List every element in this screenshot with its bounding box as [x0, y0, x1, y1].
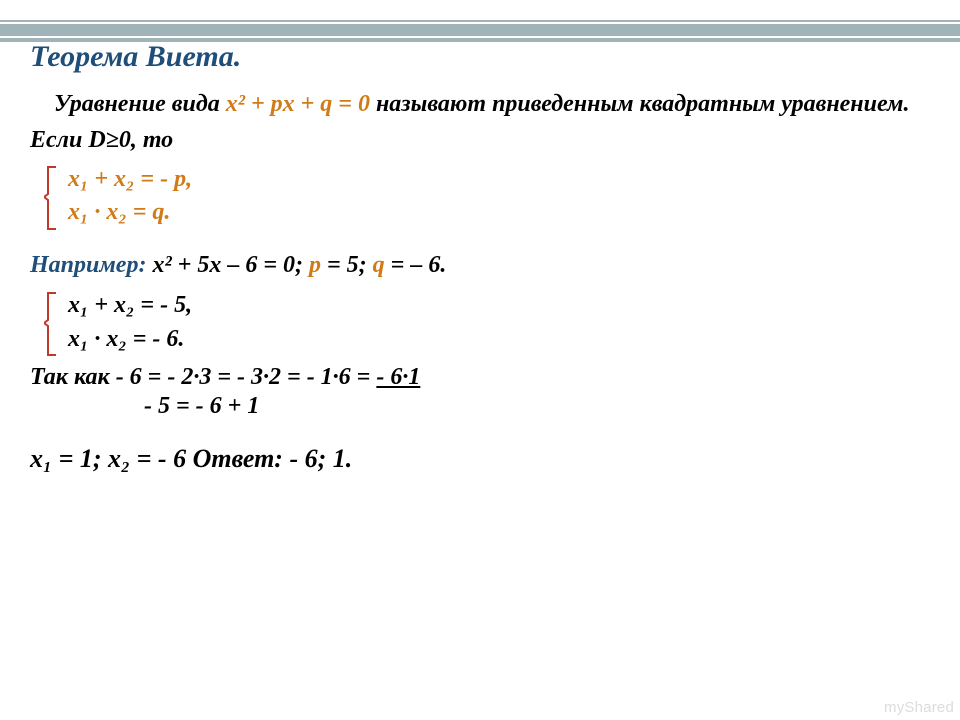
- band-stripe: [0, 20, 960, 22]
- bracket-icon: [44, 165, 58, 233]
- band-stripe: [0, 24, 960, 36]
- p-value: = 5;: [321, 252, 373, 278]
- factor-prefix: Так как: [30, 364, 116, 390]
- watermark: myShared: [884, 699, 954, 716]
- vieta-system: x₁ + x₂ = - p, x₁ · x₂ = q.: [30, 163, 930, 230]
- p-label: p: [309, 252, 321, 278]
- q-value: = – 6.: [385, 252, 447, 278]
- example-line: Например: x² + 5x – 6 = 0; p = 5; q = – …: [30, 252, 930, 279]
- content-area: Теорема Виета. Уравнение вида x² + px + …: [30, 40, 930, 474]
- intro-prefix: Уравнение вида: [54, 91, 226, 117]
- bracket-icon: [44, 291, 58, 359]
- factor-answer: - 6·1: [376, 364, 420, 390]
- intro-paragraph: Уравнение вида x² + px + q = 0 называют …: [30, 88, 930, 120]
- decorative-band: [0, 20, 960, 42]
- factor-body: - 6 = - 2·3 = - 3·2 = - 1·6 =: [116, 364, 377, 390]
- answer-line: x₁ = 1; x₂ = - 6 Ответ: - 6; 1.: [30, 444, 930, 474]
- factorization-line-1: Так как - 6 = - 2·3 = - 3·2 = - 1·6 = - …: [30, 364, 930, 391]
- roots: x₁ = 1; x₂ = - 6: [30, 444, 193, 473]
- vieta-product: x₁ · x₂ = q.: [68, 196, 930, 230]
- vieta-sum: x₁ + x₂ = - p,: [68, 163, 930, 197]
- example-system: x₁ + x₂ = - 5, x₁ · x₂ = - 6.: [30, 289, 930, 356]
- example-sum: x₁ + x₂ = - 5,: [68, 289, 930, 323]
- answer-label: Ответ: - 6; 1.: [193, 444, 353, 473]
- slide-title: Теорема Виета.: [30, 40, 930, 74]
- discriminant-condition: Если D≥0, то: [30, 124, 930, 156]
- factorization-line-2: - 5 = - 6 + 1: [30, 393, 930, 420]
- q-label: q: [373, 252, 385, 278]
- example-equation: x² + 5x – 6 = 0;: [146, 252, 309, 278]
- slide: Теорема Виета. Уравнение вида x² + px + …: [0, 0, 960, 720]
- intro-suffix: называют приведенным квадратным уравнени…: [370, 91, 909, 117]
- intro-equation: x² + px + q = 0: [226, 91, 370, 117]
- example-product: x₁ · x₂ = - 6.: [68, 323, 930, 357]
- example-label: Например:: [30, 252, 146, 278]
